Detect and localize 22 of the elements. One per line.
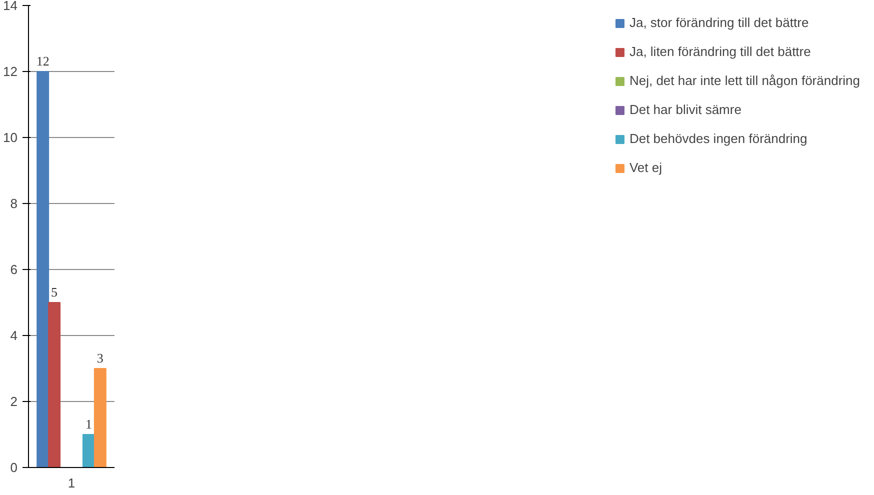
y-tick-label: 10	[3, 130, 18, 145]
data-label: 12	[36, 54, 50, 68]
bar	[48, 302, 61, 468]
data-label: 1	[85, 416, 92, 432]
bar	[82, 434, 95, 468]
legend-label: Det har blivit sämre	[629, 102, 742, 117]
legend-label: Nej, det har inte lett till någon förändring	[629, 73, 860, 88]
data-label: 3	[96, 350, 104, 366]
legend-label: Vet ej	[629, 160, 662, 175]
y-tick-label: 0	[10, 460, 18, 475]
y-tick-label: 2	[10, 394, 18, 409]
data-label: 5	[51, 284, 58, 300]
y-tick-label: 8	[10, 196, 18, 211]
y-tick-label: 6	[10, 262, 18, 277]
y-tick-label: 12	[3, 64, 18, 79]
bar	[36, 71, 50, 468]
legend-label: Det behövdes ingen förändring	[629, 131, 808, 146]
y-tick-label: 14	[3, 0, 18, 13]
y-tick-label: 4	[10, 328, 18, 343]
legend-label: Ja, stor förändring till det bättre	[629, 15, 809, 30]
bar	[94, 368, 106, 468]
legend-label: Ja, liten förändring till det bättre	[629, 44, 811, 59]
